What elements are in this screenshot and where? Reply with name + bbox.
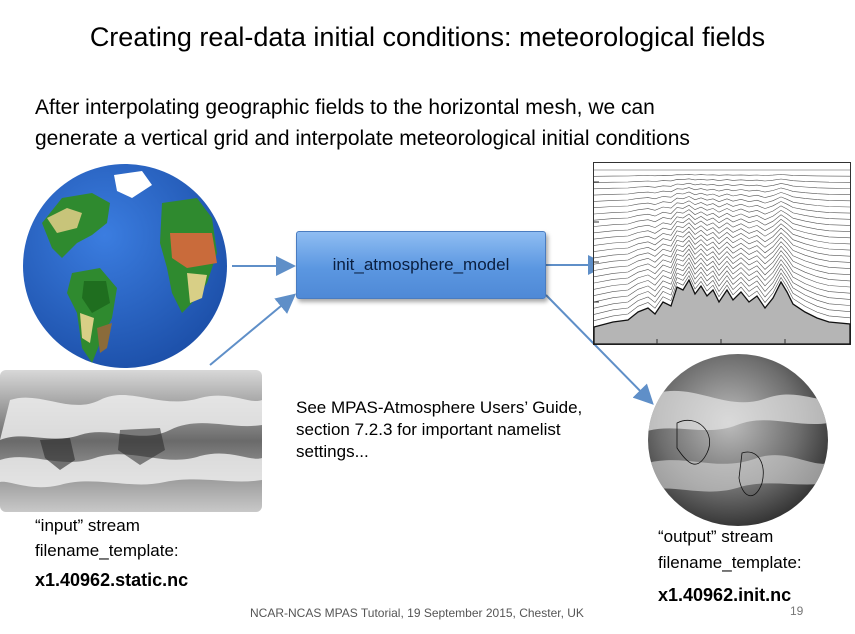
init-atmosphere-model-box: init_atmosphere_model	[296, 231, 546, 299]
vertical-levels	[593, 169, 851, 328]
vertical-level-line	[593, 235, 851, 265]
vertical-level-line	[593, 200, 851, 215]
vertical-level-line	[593, 226, 851, 252]
vertical-level-line	[593, 213, 851, 234]
vertical-level-line	[593, 257, 851, 296]
input-filename-template-label: filename_template:	[35, 541, 179, 560]
input-filename: x1.40962.static.nc	[35, 570, 189, 590]
vertical-level-line	[593, 266, 851, 309]
vertical-level-line	[593, 178, 851, 183]
vertical-level-line	[593, 253, 851, 290]
vertical-level-line	[593, 270, 851, 315]
vertical-level-line	[593, 196, 851, 208]
vertical-level-line	[593, 239, 851, 271]
page-number: 19	[790, 604, 804, 618]
output-stream-label: “output” stream	[658, 527, 774, 546]
slide-subtitle: After interpolating geographic fields to…	[35, 92, 835, 154]
vertical-level-line	[593, 231, 851, 259]
vertical-level-line	[593, 187, 851, 196]
input-stream-label: “input” stream	[35, 516, 140, 535]
vertical-level-line	[593, 274, 851, 321]
vertical-level-line	[593, 209, 851, 227]
subtitle-line-2: generate a vertical grid and interpolate…	[35, 127, 690, 150]
vertical-grid-plot	[593, 162, 851, 345]
static-fields-globe	[23, 164, 227, 368]
vertical-level-line	[593, 244, 851, 278]
vertical-level-line	[593, 222, 851, 246]
input-world-map	[0, 370, 262, 512]
slide-footer: NCAR-NCAS MPAS Tutorial, 19 September 20…	[250, 606, 584, 620]
vertical-level-line	[593, 174, 851, 177]
slide-title: Creating real-data initial conditions: m…	[89, 22, 766, 52]
output-filename-template-label: filename_template:	[658, 553, 802, 572]
output-filename: x1.40962.init.nc	[658, 585, 792, 605]
vertical-level-line	[593, 248, 851, 284]
namelist-note: See MPAS-Atmosphere Users’ Guide, sectio…	[296, 398, 583, 461]
subtitle-line-1: After interpolating geographic fields to…	[35, 96, 655, 119]
output-globe	[648, 354, 828, 526]
vertical-level-line	[593, 191, 851, 202]
vertical-level-line	[593, 182, 851, 190]
terrain-profile	[593, 278, 851, 345]
vertical-level-line	[593, 204, 851, 221]
vertical-level-line	[593, 218, 851, 240]
vertical-level-line	[593, 261, 851, 303]
